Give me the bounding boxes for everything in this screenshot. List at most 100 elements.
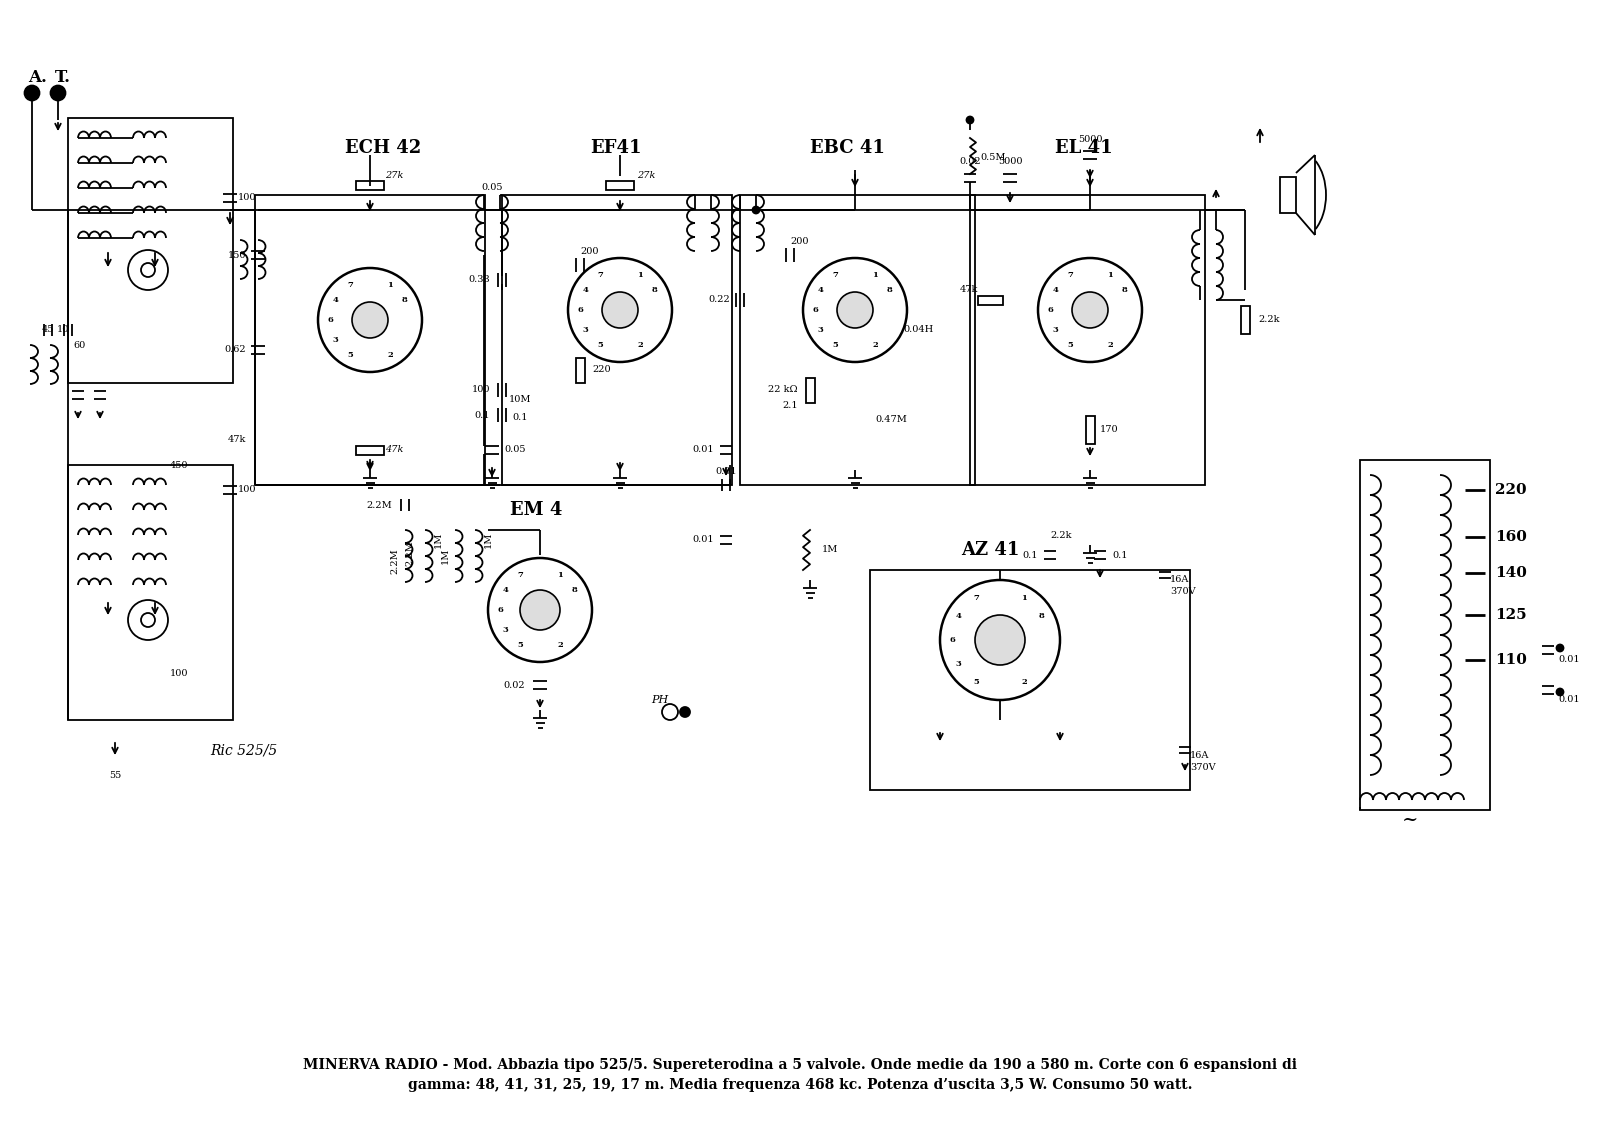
Text: 2.2M: 2.2M bbox=[390, 549, 400, 573]
Text: 2: 2 bbox=[557, 640, 563, 649]
Text: 1: 1 bbox=[637, 271, 643, 279]
Text: Ric 525/5: Ric 525/5 bbox=[210, 743, 277, 757]
Text: 3: 3 bbox=[1053, 326, 1058, 334]
Text: 140: 140 bbox=[1494, 566, 1526, 580]
Text: 1M: 1M bbox=[440, 549, 450, 564]
Bar bbox=[502, 195, 733, 485]
Text: 47k: 47k bbox=[386, 446, 403, 455]
Text: 220: 220 bbox=[1494, 483, 1526, 497]
Text: 220: 220 bbox=[592, 365, 611, 374]
Text: 2.1: 2.1 bbox=[782, 400, 798, 409]
Text: 10: 10 bbox=[58, 326, 69, 335]
Text: 5: 5 bbox=[597, 340, 603, 348]
Text: 1M: 1M bbox=[822, 545, 838, 554]
Text: 0.01: 0.01 bbox=[1558, 696, 1579, 705]
Text: gamma: 48, 41, 31, 25, 19, 17 m. Media frequenza 468 kc. Potenza d’uscita 3,5 W.: gamma: 48, 41, 31, 25, 19, 17 m. Media f… bbox=[408, 1078, 1192, 1093]
Text: 0.62: 0.62 bbox=[224, 345, 246, 354]
Text: 2.2M: 2.2M bbox=[366, 501, 392, 509]
Text: 200: 200 bbox=[581, 248, 600, 257]
Text: 5000: 5000 bbox=[1078, 136, 1102, 145]
Text: 0.1: 0.1 bbox=[1112, 551, 1128, 560]
Text: 0.1: 0.1 bbox=[475, 411, 490, 420]
Text: 0.1: 0.1 bbox=[1022, 551, 1038, 560]
Text: 0.05: 0.05 bbox=[504, 446, 525, 455]
Circle shape bbox=[1557, 645, 1563, 651]
Text: 0.01: 0.01 bbox=[715, 467, 738, 476]
Text: 45: 45 bbox=[42, 326, 54, 335]
Text: T.: T. bbox=[54, 69, 70, 86]
Text: 2.2M: 2.2M bbox=[405, 539, 414, 566]
Text: 16A: 16A bbox=[1190, 751, 1210, 760]
Text: 200: 200 bbox=[790, 238, 810, 247]
Text: 27k: 27k bbox=[386, 172, 403, 181]
Text: 0.01: 0.01 bbox=[1558, 656, 1579, 665]
Circle shape bbox=[974, 615, 1026, 665]
Bar bbox=[1085, 416, 1094, 444]
Text: 0.47M: 0.47M bbox=[875, 415, 907, 424]
Text: 100: 100 bbox=[238, 485, 256, 494]
Text: ECH 42: ECH 42 bbox=[346, 139, 421, 157]
Circle shape bbox=[352, 302, 387, 338]
Text: 100: 100 bbox=[170, 668, 189, 677]
Text: 2.2k: 2.2k bbox=[1050, 530, 1072, 539]
Text: 0.04H: 0.04H bbox=[902, 326, 933, 335]
Text: A.: A. bbox=[29, 69, 46, 86]
Text: 2: 2 bbox=[387, 351, 394, 359]
Text: 0.1: 0.1 bbox=[512, 414, 528, 423]
Text: 0.01: 0.01 bbox=[693, 446, 714, 455]
Text: 2: 2 bbox=[872, 340, 878, 348]
Text: 0.02: 0.02 bbox=[958, 157, 981, 166]
Text: EL 41: EL 41 bbox=[1054, 139, 1112, 157]
Text: 2: 2 bbox=[1107, 340, 1114, 348]
Text: 3: 3 bbox=[502, 625, 509, 634]
Circle shape bbox=[1557, 689, 1563, 696]
Circle shape bbox=[680, 707, 690, 717]
Text: 10M: 10M bbox=[509, 396, 531, 405]
Text: 110: 110 bbox=[1494, 653, 1526, 667]
Text: 7: 7 bbox=[347, 282, 354, 290]
Text: 1M: 1M bbox=[434, 532, 443, 549]
Text: 3: 3 bbox=[333, 336, 338, 344]
Circle shape bbox=[128, 601, 168, 640]
Bar bbox=[870, 570, 1190, 789]
Circle shape bbox=[837, 292, 874, 328]
Text: 8: 8 bbox=[571, 586, 578, 594]
Bar bbox=[805, 378, 814, 403]
Text: ~: ~ bbox=[1402, 811, 1418, 829]
Circle shape bbox=[51, 86, 66, 100]
Circle shape bbox=[488, 558, 592, 662]
Text: 6: 6 bbox=[813, 307, 818, 314]
Bar bbox=[355, 181, 384, 190]
Text: 16A: 16A bbox=[1170, 576, 1189, 585]
Text: 370V: 370V bbox=[1170, 587, 1195, 596]
Bar bbox=[67, 118, 234, 383]
Text: 5: 5 bbox=[517, 640, 523, 649]
Circle shape bbox=[318, 268, 422, 372]
Text: 4: 4 bbox=[1053, 286, 1058, 294]
Text: 0.5M: 0.5M bbox=[979, 154, 1005, 163]
Bar bbox=[67, 465, 234, 720]
Text: 1M: 1M bbox=[483, 532, 493, 549]
Text: 8: 8 bbox=[651, 286, 658, 294]
Bar bbox=[739, 195, 974, 485]
Text: AZ 41: AZ 41 bbox=[962, 541, 1019, 559]
Text: 8: 8 bbox=[886, 286, 893, 294]
Text: EM 4: EM 4 bbox=[510, 501, 562, 519]
Text: 4: 4 bbox=[818, 286, 824, 294]
Text: 7: 7 bbox=[517, 571, 523, 579]
Text: 60: 60 bbox=[74, 340, 86, 349]
Text: 4: 4 bbox=[502, 586, 509, 594]
Text: 100: 100 bbox=[472, 386, 490, 395]
Text: 5: 5 bbox=[973, 677, 979, 685]
Text: 0.05: 0.05 bbox=[482, 183, 502, 192]
Text: 22 kΩ: 22 kΩ bbox=[768, 386, 798, 395]
Bar bbox=[606, 181, 634, 190]
Bar bbox=[1360, 460, 1490, 810]
Text: 3: 3 bbox=[818, 326, 824, 334]
Bar bbox=[254, 195, 485, 485]
Circle shape bbox=[752, 207, 760, 214]
Text: 170: 170 bbox=[1101, 425, 1118, 434]
Text: 6: 6 bbox=[949, 636, 955, 644]
Text: 5: 5 bbox=[347, 351, 354, 359]
Text: 0.22: 0.22 bbox=[709, 295, 730, 304]
